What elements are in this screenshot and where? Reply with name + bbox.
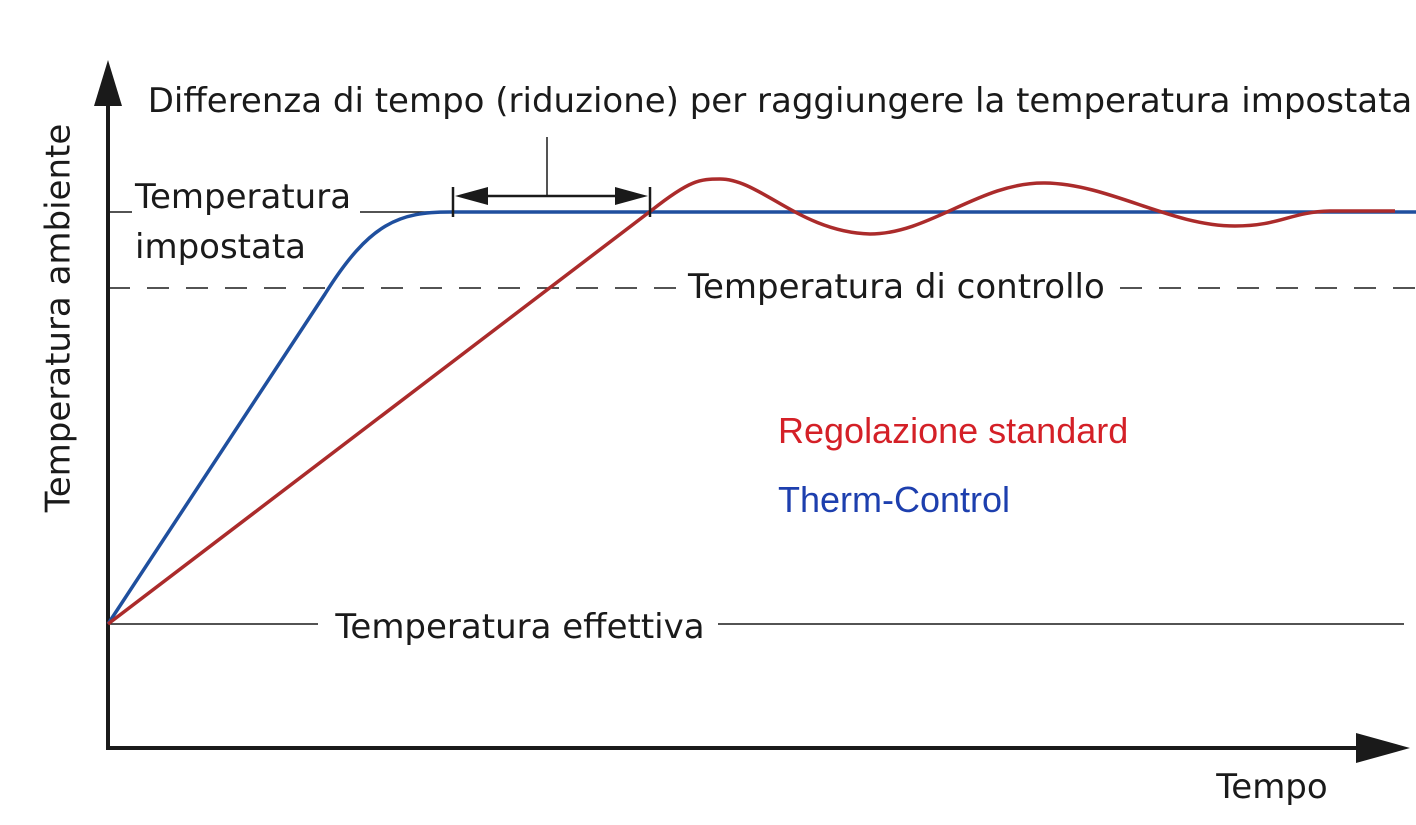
legend-standard-regulation: Regolazione standard xyxy=(778,410,1128,451)
x-axis-arrowhead xyxy=(1356,733,1410,763)
control-temperature-label: Temperatura di controllo xyxy=(687,267,1105,307)
set-temperature-label-line1: Temperatura xyxy=(134,177,351,217)
set-temperature-label-line2: impostata xyxy=(135,227,306,267)
legend-therm-control: Therm-Control xyxy=(778,479,1010,520)
time-difference-arrow-left xyxy=(455,187,488,205)
actual-temperature-label: Temperatura effettiva xyxy=(334,607,704,647)
time-difference-label: Differenza di tempo (riduzione) per ragg… xyxy=(148,81,1413,121)
therm-control-curve xyxy=(106,210,1416,625)
standard-regulation-curve xyxy=(106,177,1395,626)
y-axis-arrowhead xyxy=(94,60,122,106)
x-axis-label: Tempo xyxy=(1215,767,1327,807)
y-axis-label: Temperatura ambiente xyxy=(39,124,79,514)
time-difference-arrow-right xyxy=(615,187,648,205)
